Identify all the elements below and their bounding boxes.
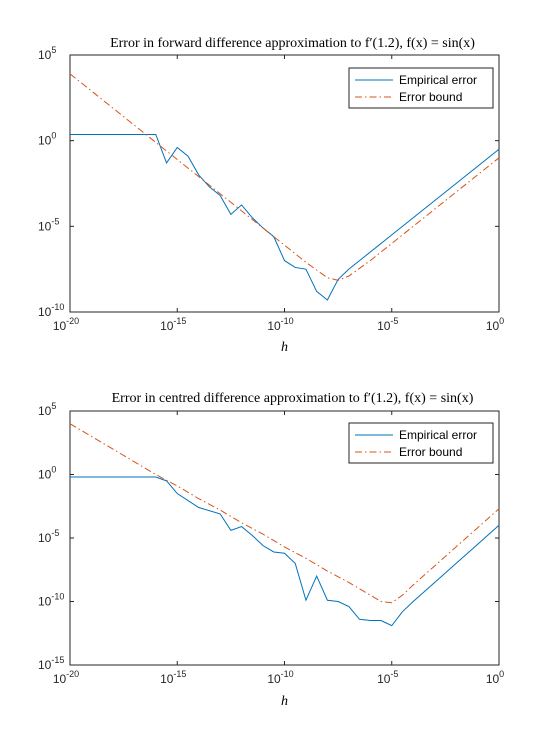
x-tick-label: 100 [486, 316, 504, 333]
y-tick-label: 10-5 [38, 528, 59, 545]
x-tick-label: 10-15 [160, 316, 186, 333]
x-axis-label: h [281, 694, 288, 709]
legend-entry-label: Error bound [399, 445, 462, 459]
x-tick-label: 10-5 [377, 669, 398, 686]
chart-1: 10-20 10-15 10-10 10-5 100 10-10 10-5 100 105 Err… [38, 36, 504, 355]
legend-entry-label: Empirical error [399, 428, 477, 442]
chart-2: 10-20 10-15 10-10 10-5 10010-1510-1010-51001… [38, 391, 504, 709]
y-tick-label: 105 [38, 401, 56, 418]
y-tick-label: 100 [38, 465, 56, 482]
legend-entry-label: Error bound [399, 90, 462, 104]
y-tick-label: 100 [38, 131, 56, 148]
x-tick-label: 100 [486, 669, 504, 686]
x-tick-label: 10-10 [267, 669, 293, 686]
x-tick-label: 10-15 [160, 669, 186, 686]
legend-box [348, 67, 494, 109]
series-line-error-bound [69, 73, 500, 281]
x-axis-label: h [281, 340, 288, 355]
legend: Empirical error Error bound [348, 422, 494, 464]
chart-title: Error in forward difference approximatio… [110, 36, 475, 51]
legend-box [348, 422, 494, 464]
series-line-error-bound [69, 423, 500, 604]
x-tick-label: 10-20 [53, 316, 79, 333]
y-tick-label: 10-10 [38, 592, 64, 609]
series-line-empirical-error [70, 133, 500, 301]
chart-title: Error in centred difference approximatio… [112, 391, 474, 406]
x-tick-label: 10-20 [53, 669, 79, 686]
legend-entry-label: Empirical error [399, 73, 477, 87]
y-tick-label: 105 [38, 45, 56, 62]
legend: Empirical error Error bound [348, 67, 494, 109]
x-tick-label: 10-10 [267, 316, 293, 333]
y-tick-label: 10-5 [38, 216, 59, 233]
series-line-empirical-error [70, 476, 500, 627]
y-tick-label: 10-10 [38, 302, 64, 319]
x-tick-label: 10-5 [377, 316, 398, 333]
y-tick-label: 10-15 [38, 655, 64, 672]
